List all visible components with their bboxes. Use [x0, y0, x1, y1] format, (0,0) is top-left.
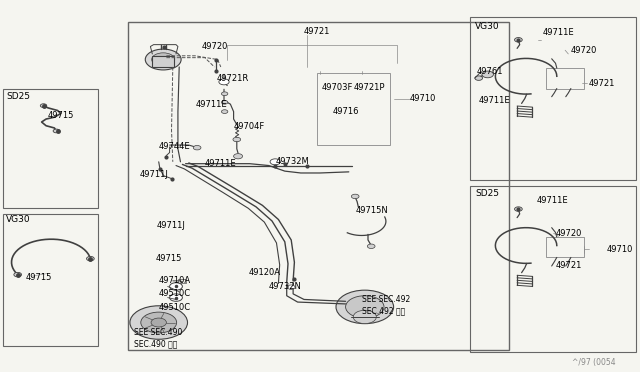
Circle shape: [234, 154, 243, 159]
Text: SD25: SD25: [475, 189, 499, 198]
Bar: [178, 279, 186, 283]
Text: SEC.492 参照: SEC.492 参照: [362, 306, 405, 315]
Circle shape: [151, 318, 166, 327]
Text: 49721: 49721: [556, 262, 582, 270]
Circle shape: [351, 194, 359, 199]
Circle shape: [86, 256, 94, 261]
Circle shape: [221, 92, 228, 96]
Text: 49703F: 49703F: [322, 83, 353, 92]
Text: VG30: VG30: [475, 22, 499, 31]
Text: 49721P: 49721P: [354, 83, 385, 92]
Text: 49721: 49721: [589, 79, 615, 88]
Text: 49704F: 49704F: [234, 122, 265, 131]
Text: SEC.490 参照: SEC.490 参照: [134, 340, 178, 349]
Text: 49721: 49721: [304, 27, 330, 36]
Text: 49711J: 49711J: [140, 170, 168, 179]
Text: 49721R: 49721R: [216, 74, 248, 83]
Circle shape: [219, 79, 229, 85]
Circle shape: [145, 49, 181, 70]
Text: 49710A: 49710A: [159, 276, 191, 285]
Circle shape: [141, 312, 177, 333]
Text: SEE SEC.492: SEE SEC.492: [362, 295, 410, 304]
Circle shape: [152, 53, 175, 66]
Bar: [317, 73, 390, 145]
Circle shape: [515, 38, 522, 42]
Circle shape: [515, 207, 522, 211]
Text: 49761: 49761: [477, 67, 503, 76]
Bar: [3, 89, 98, 208]
Text: 49744E: 49744E: [159, 142, 190, 151]
Circle shape: [346, 296, 384, 318]
Text: 49710: 49710: [607, 245, 633, 254]
Text: 49715: 49715: [156, 254, 182, 263]
Text: 49720: 49720: [571, 46, 597, 55]
Text: 49711E: 49711E: [543, 28, 574, 37]
Text: 49711E: 49711E: [195, 100, 227, 109]
Bar: [546, 68, 584, 89]
Text: 49120A: 49120A: [248, 268, 280, 277]
Circle shape: [40, 104, 47, 108]
Circle shape: [475, 76, 483, 80]
Text: 49711J: 49711J: [157, 221, 186, 230]
Text: 49720: 49720: [556, 229, 582, 238]
Circle shape: [14, 272, 22, 277]
Bar: [470, 17, 636, 180]
Circle shape: [367, 244, 375, 248]
Polygon shape: [152, 56, 174, 67]
Text: 49711E: 49711E: [536, 196, 568, 205]
Circle shape: [270, 159, 280, 165]
Bar: [470, 186, 636, 352]
Circle shape: [170, 294, 182, 301]
Text: 49510C: 49510C: [159, 303, 191, 312]
Text: 49716: 49716: [333, 107, 359, 116]
Circle shape: [221, 110, 228, 113]
Circle shape: [233, 137, 241, 142]
Text: 49715: 49715: [48, 111, 74, 120]
Text: SEE SEC.490: SEE SEC.490: [134, 328, 183, 337]
Text: 49720: 49720: [202, 42, 228, 51]
Text: 49732M: 49732M: [275, 157, 309, 166]
Circle shape: [221, 100, 228, 104]
Circle shape: [170, 283, 182, 290]
Bar: [3, 214, 98, 346]
Circle shape: [193, 145, 201, 150]
Text: 49710: 49710: [410, 94, 436, 103]
Bar: [128, 22, 509, 350]
Text: ^/97 (0054: ^/97 (0054: [572, 358, 616, 367]
Text: 49715N: 49715N: [356, 206, 388, 215]
Circle shape: [130, 306, 188, 339]
Circle shape: [287, 285, 295, 289]
Text: 49711E: 49711E: [205, 159, 236, 168]
Bar: [546, 237, 584, 257]
Text: SD25: SD25: [6, 92, 31, 101]
Circle shape: [353, 310, 376, 324]
Circle shape: [53, 129, 60, 133]
Text: 49732N: 49732N: [269, 282, 301, 291]
Text: 49711E: 49711E: [479, 96, 510, 105]
Circle shape: [482, 71, 493, 78]
Text: 49715: 49715: [26, 273, 52, 282]
Circle shape: [336, 290, 394, 324]
Text: 49510C: 49510C: [159, 289, 191, 298]
Text: VG30: VG30: [6, 215, 31, 224]
